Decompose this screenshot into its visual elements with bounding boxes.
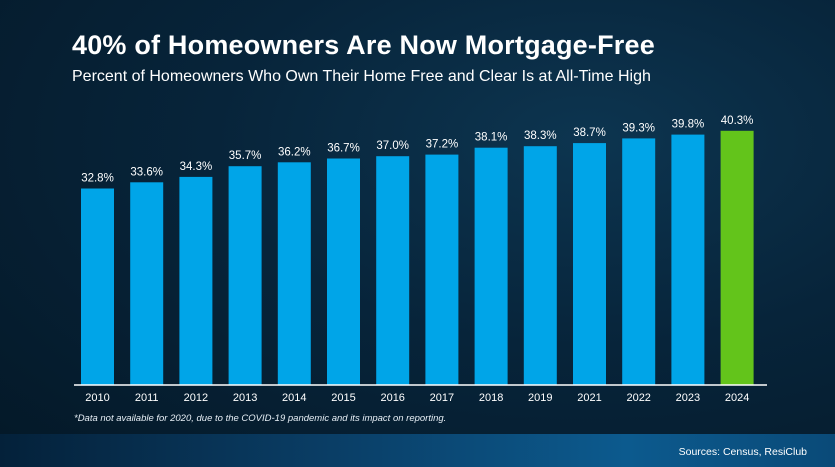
x-tick-label-2017: 2017 bbox=[430, 392, 454, 404]
bar-2011 bbox=[130, 182, 164, 385]
x-tick-label-2018: 2018 bbox=[479, 392, 503, 404]
data-label-2011: 33.6% bbox=[130, 166, 163, 178]
data-label-2013: 35.7% bbox=[229, 150, 262, 162]
chart-subtitle: Percent of Homeowners Who Own Their Home… bbox=[72, 68, 651, 85]
data-label-2015: 36.7% bbox=[327, 143, 360, 155]
footnote: *Data not available for 2020, due to the… bbox=[74, 413, 447, 424]
data-label-2021: 38.7% bbox=[573, 127, 606, 139]
data-label-2022: 39.3% bbox=[622, 122, 655, 134]
x-tick-label-2019: 2019 bbox=[528, 392, 552, 404]
x-tick-label-2013: 2013 bbox=[233, 392, 257, 404]
bar-2013 bbox=[228, 166, 262, 385]
x-tick-label-2016: 2016 bbox=[380, 392, 404, 404]
sources-text: Sources: Census, ResiClub bbox=[678, 446, 807, 458]
x-tick-label-2021: 2021 bbox=[577, 392, 601, 404]
data-label-2019: 38.3% bbox=[524, 130, 557, 142]
footer-band bbox=[0, 434, 835, 467]
x-tick-label-2024: 2024 bbox=[725, 392, 749, 404]
bar-2023 bbox=[671, 134, 705, 385]
bar-2018 bbox=[474, 147, 508, 385]
data-label-2010: 32.8% bbox=[81, 173, 114, 185]
data-label-2024: 40.3% bbox=[721, 115, 754, 127]
bar-2017 bbox=[425, 154, 459, 385]
bar-2015 bbox=[327, 158, 360, 385]
bar-2010 bbox=[81, 188, 114, 385]
data-label-2016: 37.0% bbox=[376, 140, 409, 152]
chart-title: 40% of Homeowners Are Now Mortgage-Free bbox=[72, 30, 655, 60]
bar-2019 bbox=[523, 146, 557, 385]
bar-2024 bbox=[720, 130, 754, 386]
data-label-2023: 39.8% bbox=[672, 119, 705, 131]
x-tick-label-2015: 2015 bbox=[331, 392, 355, 404]
data-label-2018: 38.1% bbox=[475, 132, 508, 144]
x-tick-label-2012: 2012 bbox=[184, 392, 208, 404]
data-label-2012: 34.3% bbox=[180, 161, 213, 173]
data-label-2017: 37.2% bbox=[426, 139, 459, 151]
bar-2021 bbox=[573, 143, 606, 385]
x-tick-label-2022: 2022 bbox=[626, 392, 650, 404]
data-label-2014: 36.2% bbox=[278, 146, 311, 158]
x-tick-label-2010: 2010 bbox=[85, 392, 109, 404]
x-tick-label-2011: 2011 bbox=[135, 392, 159, 404]
x-tick-label-2014: 2014 bbox=[282, 392, 306, 404]
bar-2022 bbox=[622, 138, 656, 385]
bar-2016 bbox=[376, 156, 410, 385]
bar-2014 bbox=[277, 162, 311, 385]
bar-2012 bbox=[179, 176, 213, 385]
x-tick-label-2023: 2023 bbox=[676, 392, 700, 404]
